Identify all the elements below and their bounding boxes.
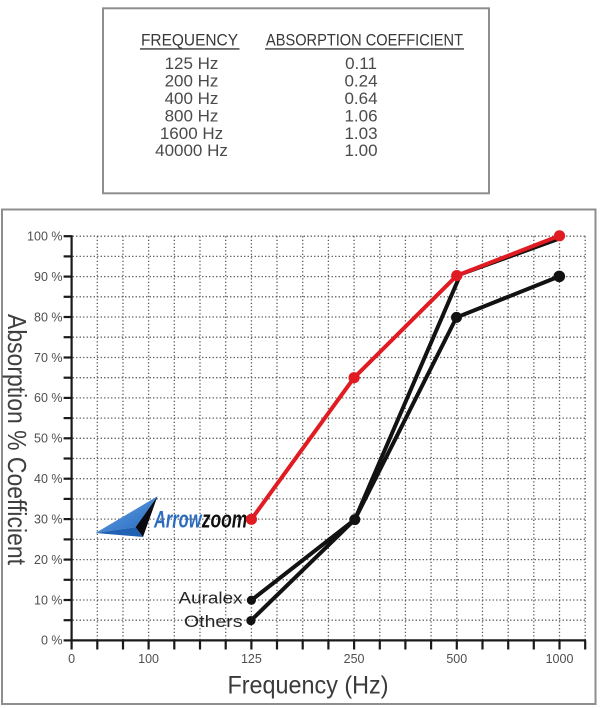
- svg-text:Absorption % Coefficient: Absorption % Coefficient: [2, 314, 32, 566]
- svg-text:0: 0: [68, 652, 75, 666]
- svg-text:ABSORPTION COEFFICIENT: ABSORPTION COEFFICIENT: [266, 30, 463, 49]
- svg-text:1.06: 1.06: [344, 106, 377, 125]
- svg-text:Auralex: Auralex: [179, 588, 244, 607]
- svg-text:1000: 1000: [546, 652, 574, 666]
- svg-text:800 Hz: 800 Hz: [165, 106, 219, 125]
- svg-text:1600 Hz: 1600 Hz: [160, 124, 223, 143]
- svg-text:80 %: 80 %: [34, 310, 63, 324]
- svg-text:60 %: 60 %: [34, 391, 63, 405]
- svg-text:30 %: 30 %: [34, 512, 63, 526]
- svg-text:zoom: zoom: [201, 507, 247, 534]
- svg-text:20 %: 20 %: [34, 553, 63, 567]
- svg-text:0.11: 0.11: [345, 54, 377, 73]
- svg-text:40000 Hz: 40000 Hz: [155, 141, 228, 160]
- svg-text:125: 125: [241, 652, 262, 666]
- svg-text:500: 500: [446, 652, 467, 666]
- svg-text:100 %: 100 %: [27, 230, 62, 244]
- svg-text:90 %: 90 %: [34, 270, 63, 284]
- svg-text:FREQUENCY: FREQUENCY: [141, 30, 238, 49]
- svg-text:1.00: 1.00: [344, 141, 377, 160]
- svg-text:100: 100: [138, 652, 159, 666]
- svg-text:Arrow: Arrow: [153, 507, 202, 534]
- svg-text:200 Hz: 200 Hz: [165, 72, 219, 91]
- svg-text:400 Hz: 400 Hz: [165, 89, 219, 108]
- svg-text:50 %: 50 %: [34, 432, 63, 446]
- svg-text:10 %: 10 %: [34, 593, 63, 607]
- svg-text:Frequency (Hz): Frequency (Hz): [228, 672, 389, 700]
- svg-text:1.03: 1.03: [344, 124, 377, 143]
- svg-text:40 %: 40 %: [34, 472, 63, 486]
- svg-text:0 %: 0 %: [41, 634, 63, 648]
- svg-text:250: 250: [344, 652, 365, 666]
- svg-text:0.24: 0.24: [344, 72, 377, 91]
- svg-text:125 Hz: 125 Hz: [165, 54, 219, 73]
- svg-text:0.64: 0.64: [344, 89, 377, 108]
- svg-text:Others: Others: [184, 612, 243, 631]
- svg-text:70 %: 70 %: [34, 351, 63, 365]
